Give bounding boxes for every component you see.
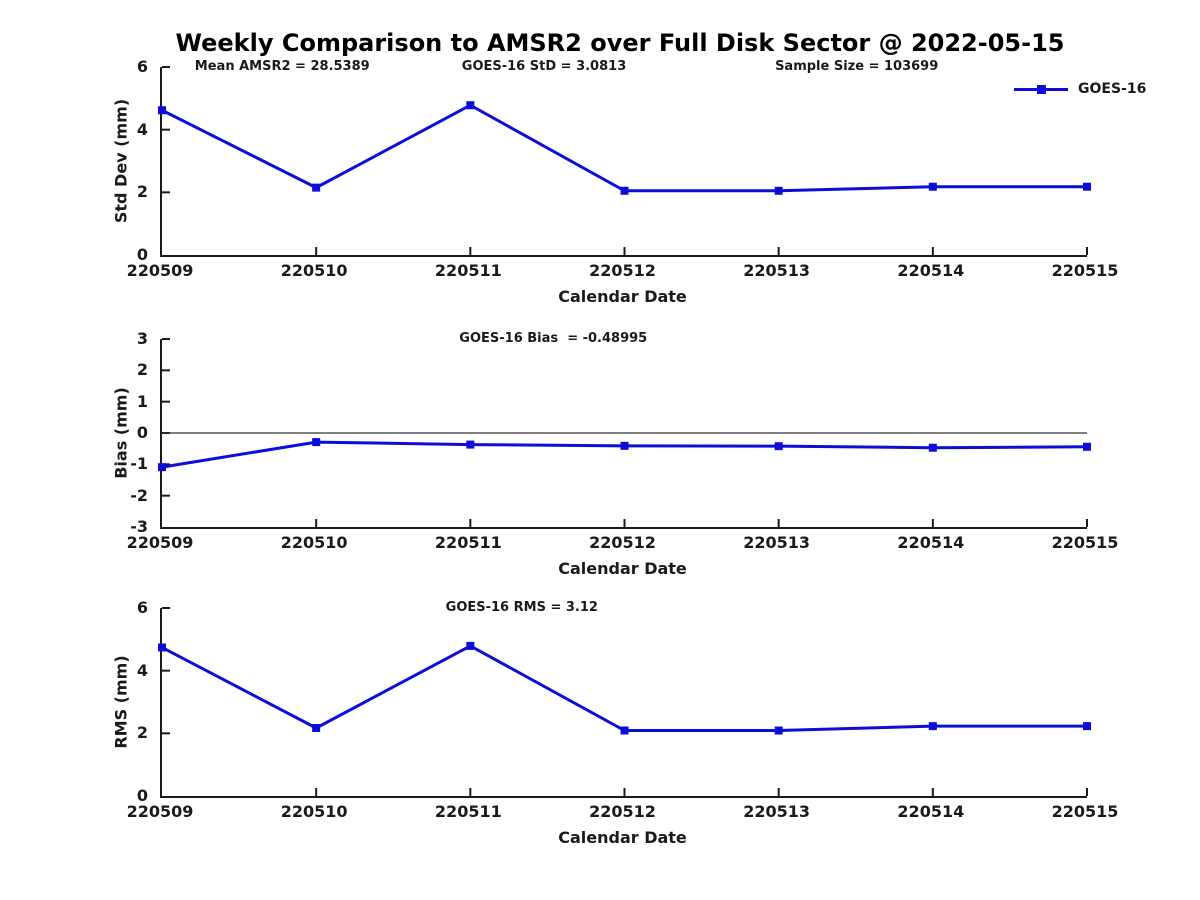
x-tick-label: 220514 (897, 533, 965, 552)
x-tick-label: 220513 (743, 802, 811, 821)
chart-panel-stddev: Mean AMSR2 = 28.5389 GOES-16 StD = 3.0813… (0, 57, 1200, 317)
data-point-marker (1083, 442, 1091, 451)
data-point-marker (620, 726, 629, 735)
y-axis-label-rms: RMS (mm) (111, 655, 131, 749)
data-point-marker (774, 186, 783, 195)
data-point-marker (312, 438, 321, 447)
x-tick-label: 220515 (1051, 533, 1119, 552)
x-tick-label: 220514 (897, 802, 965, 821)
data-point-marker (466, 440, 475, 449)
data-point-marker (1083, 722, 1091, 731)
x-tick-label: 220513 (743, 533, 811, 552)
x-tick-label: 220510 (280, 802, 348, 821)
y-tick-label: 0 (136, 245, 148, 264)
data-point-marker (928, 443, 937, 452)
y-tick-label: 2 (136, 723, 148, 743)
x-tick-label: 220511 (434, 802, 502, 821)
x-tick-label: 220510 (280, 533, 348, 552)
x-axis-label: Calendar Date (558, 287, 687, 306)
data-point-marker (158, 106, 166, 115)
data-point-marker (620, 186, 629, 195)
data-point-marker (774, 726, 783, 735)
x-tick-label: 220509 (126, 533, 194, 552)
y-tick-label: -2 (130, 485, 148, 505)
data-point-marker (1083, 182, 1091, 191)
y-tick-label: 1 (136, 391, 148, 411)
y-tick-label: 2 (136, 360, 148, 380)
legend-line-sample (1014, 84, 1068, 94)
legend: GOES-16 (1014, 81, 1147, 97)
data-point-marker (158, 463, 166, 472)
x-tick-label: 220510 (280, 261, 348, 280)
x-tick-label: 220512 (589, 802, 656, 821)
y-tick-label: 4 (136, 660, 148, 680)
y-tick-label: 6 (136, 57, 148, 76)
x-tick-label: 220511 (434, 533, 502, 552)
y-tick-label: 0 (136, 423, 148, 442)
data-point-marker (312, 724, 321, 733)
data-line-stddev (161, 103, 1087, 193)
x-tick-label: 220515 (1051, 802, 1119, 821)
plot-canvas-rms (158, 607, 1091, 796)
x-tick-label: 220512 (589, 533, 656, 552)
data-point-marker (466, 641, 475, 650)
legend-label: GOES-16 (1078, 81, 1147, 97)
x-tick-label: 220509 (126, 802, 194, 821)
x-tick-label: 220513 (743, 261, 811, 280)
data-point-marker (928, 722, 937, 731)
y-tick-label: 6 (136, 598, 148, 617)
figure-title: Weekly Comparison to AMSR2 over Full Dis… (175, 29, 1065, 57)
plot-area-rms: GOES-16 RMS = 3.12 (158, 600, 1091, 798)
y-tick-label: 4 (136, 119, 148, 139)
y-axis-label-bias: Bias (mm) (111, 387, 131, 479)
y-tick-label: -1 (130, 454, 148, 474)
y-tick-label: 0 (136, 786, 148, 805)
legend-square-marker-icon (1037, 84, 1046, 94)
annotation-text: GOES-16 RMS = 3.12 (445, 600, 598, 615)
chart-panel-rms: GOES-16 RMS = 3.12 0 2 4 6 220509 220510 220511… (0, 598, 1200, 858)
data-point-marker (928, 182, 937, 191)
data-point-marker (774, 442, 783, 451)
data-line-rms (161, 644, 1087, 733)
x-tick-label: 220512 (589, 261, 656, 280)
data-point-marker (158, 643, 166, 652)
data-point-marker (620, 441, 629, 450)
plot-area-stddev: Mean AMSR2 = 28.5389 GOES-16 StD = 3.0813… (158, 59, 1091, 257)
y-tick-label: 2 (136, 182, 148, 202)
plot-area-bias: GOES-16 Bias = -0.48995 (158, 331, 1091, 529)
y-tick-label: -3 (130, 517, 148, 536)
x-tick-label: 220515 (1051, 261, 1119, 280)
annotation-text: Mean AMSR2 = 28.5389 (194, 59, 370, 74)
y-axis-label-stddev: Std Dev (mm) (111, 98, 131, 224)
x-tick-label: 220509 (126, 261, 194, 280)
x-tick-label: 220514 (897, 261, 965, 280)
plot-canvas-bias (158, 338, 1091, 527)
y-tick-label: 3 (136, 329, 148, 348)
plot-canvas-stddev (158, 66, 1091, 255)
x-tick-label: 220511 (434, 261, 502, 280)
data-point-marker (466, 101, 475, 110)
annotation-text: GOES-16 StD = 3.0813 (461, 59, 627, 74)
chart-panel-bias: GOES-16 Bias = -0.48995 -3 -2 -1 0 1 2 3 220509 2… (0, 329, 1200, 589)
annotation-text: GOES-16 Bias = -0.48995 (459, 331, 648, 346)
x-axis-label: Calendar Date (558, 828, 687, 847)
x-axis-label: Calendar Date (558, 559, 687, 578)
annotation-text: Sample Size = 103699 (775, 59, 939, 74)
data-point-marker (312, 183, 321, 192)
